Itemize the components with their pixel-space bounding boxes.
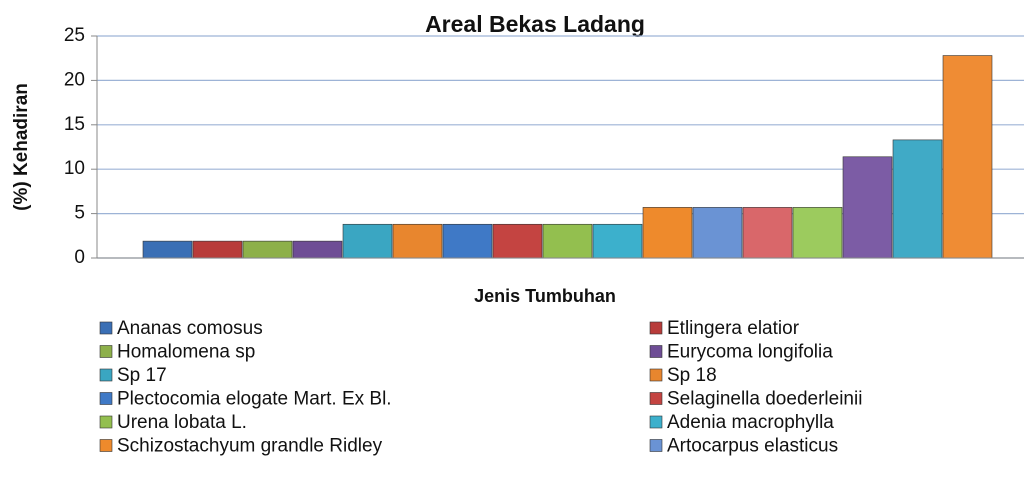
legend-label: Ananas comosus <box>117 318 263 339</box>
legend-swatch <box>99 368 113 382</box>
legend-label: Schizostachyum grandle Ridley <box>117 436 383 457</box>
legend-swatch <box>649 392 663 405</box>
bar <box>642 207 693 259</box>
bar <box>792 207 843 259</box>
legend-label: Sp 17 <box>117 365 167 386</box>
bar <box>392 223 443 259</box>
legend-label: Urena lobata L. <box>117 412 247 433</box>
y-tick-label: 5 <box>74 203 85 224</box>
legend-label: Sp 18 <box>667 365 717 386</box>
bar <box>842 156 893 259</box>
bar <box>192 240 243 259</box>
bar <box>742 207 793 259</box>
bar <box>692 207 743 259</box>
y-tick-label: 10 <box>64 158 85 179</box>
bar <box>492 223 543 259</box>
legend-label: Etlingera elatior <box>667 318 800 339</box>
bar <box>292 240 343 259</box>
y-tick-label: 25 <box>64 25 85 46</box>
x-axis-label: Jenis Tumbuhan <box>474 286 616 306</box>
legend-swatch <box>649 321 663 335</box>
legend-label: Plectocomia elogate Mart. Ex Bl. <box>117 389 392 410</box>
bar <box>892 139 943 259</box>
legend-label: Adenia macrophylla <box>667 412 834 433</box>
bar <box>242 240 293 259</box>
legend-swatch <box>99 321 113 335</box>
legend-swatch <box>649 415 663 429</box>
legend-swatch <box>99 345 113 358</box>
bar <box>442 223 493 259</box>
legend-swatch <box>99 415 113 429</box>
legend-swatch <box>649 439 663 452</box>
bar <box>942 55 993 259</box>
legend-label: Artocarpus elasticus <box>667 436 838 457</box>
y-tick-label: 15 <box>64 114 85 135</box>
legend-swatch <box>99 392 113 405</box>
legend-swatch <box>649 368 663 382</box>
bar <box>542 223 593 259</box>
legend-label: Eurycoma longifolia <box>667 342 833 363</box>
bar <box>592 223 643 259</box>
legend-swatch <box>649 345 663 358</box>
bar <box>342 223 393 259</box>
bar <box>142 240 193 259</box>
y-tick-label: 0 <box>74 247 85 268</box>
legend-swatch <box>99 439 113 452</box>
legend-label: Homalomena sp <box>117 342 255 363</box>
legend-label: Selaginella doederleinii <box>667 389 862 410</box>
y-tick-label: 20 <box>64 69 85 90</box>
chart-title: Areal Bekas Ladang <box>425 11 645 37</box>
y-axis-label: (%) Kehadiran <box>11 83 32 211</box>
